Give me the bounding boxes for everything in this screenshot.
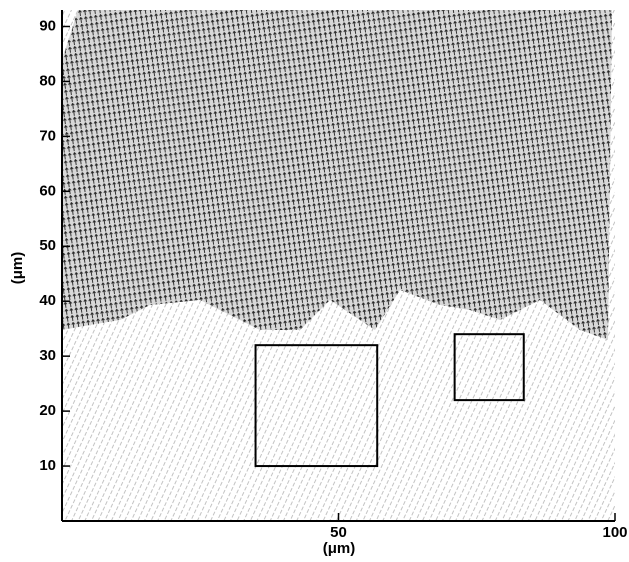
y-tick-label: 90 xyxy=(39,17,56,34)
y-tick-label: 70 xyxy=(39,127,56,144)
x-tick-label: 100 xyxy=(602,524,627,541)
y-tick-label: 60 xyxy=(39,182,56,199)
y-tick-label: 80 xyxy=(39,72,56,89)
chart: (μm) (μm) 10 20 30 40 50 60 70 80 90 50 100 xyxy=(0,0,629,562)
x-axis-label: (μm) xyxy=(323,540,356,557)
y-axis-label: (μm) xyxy=(9,252,26,285)
y-tick-label: 50 xyxy=(39,237,56,254)
y-tick-label: 40 xyxy=(39,292,56,309)
vector-field-texture xyxy=(62,10,615,521)
y-tick-label: 10 xyxy=(39,457,56,474)
x-tick-label: 50 xyxy=(330,524,347,541)
y-tick-label: 30 xyxy=(39,347,56,364)
y-tick-label: 20 xyxy=(39,402,56,419)
